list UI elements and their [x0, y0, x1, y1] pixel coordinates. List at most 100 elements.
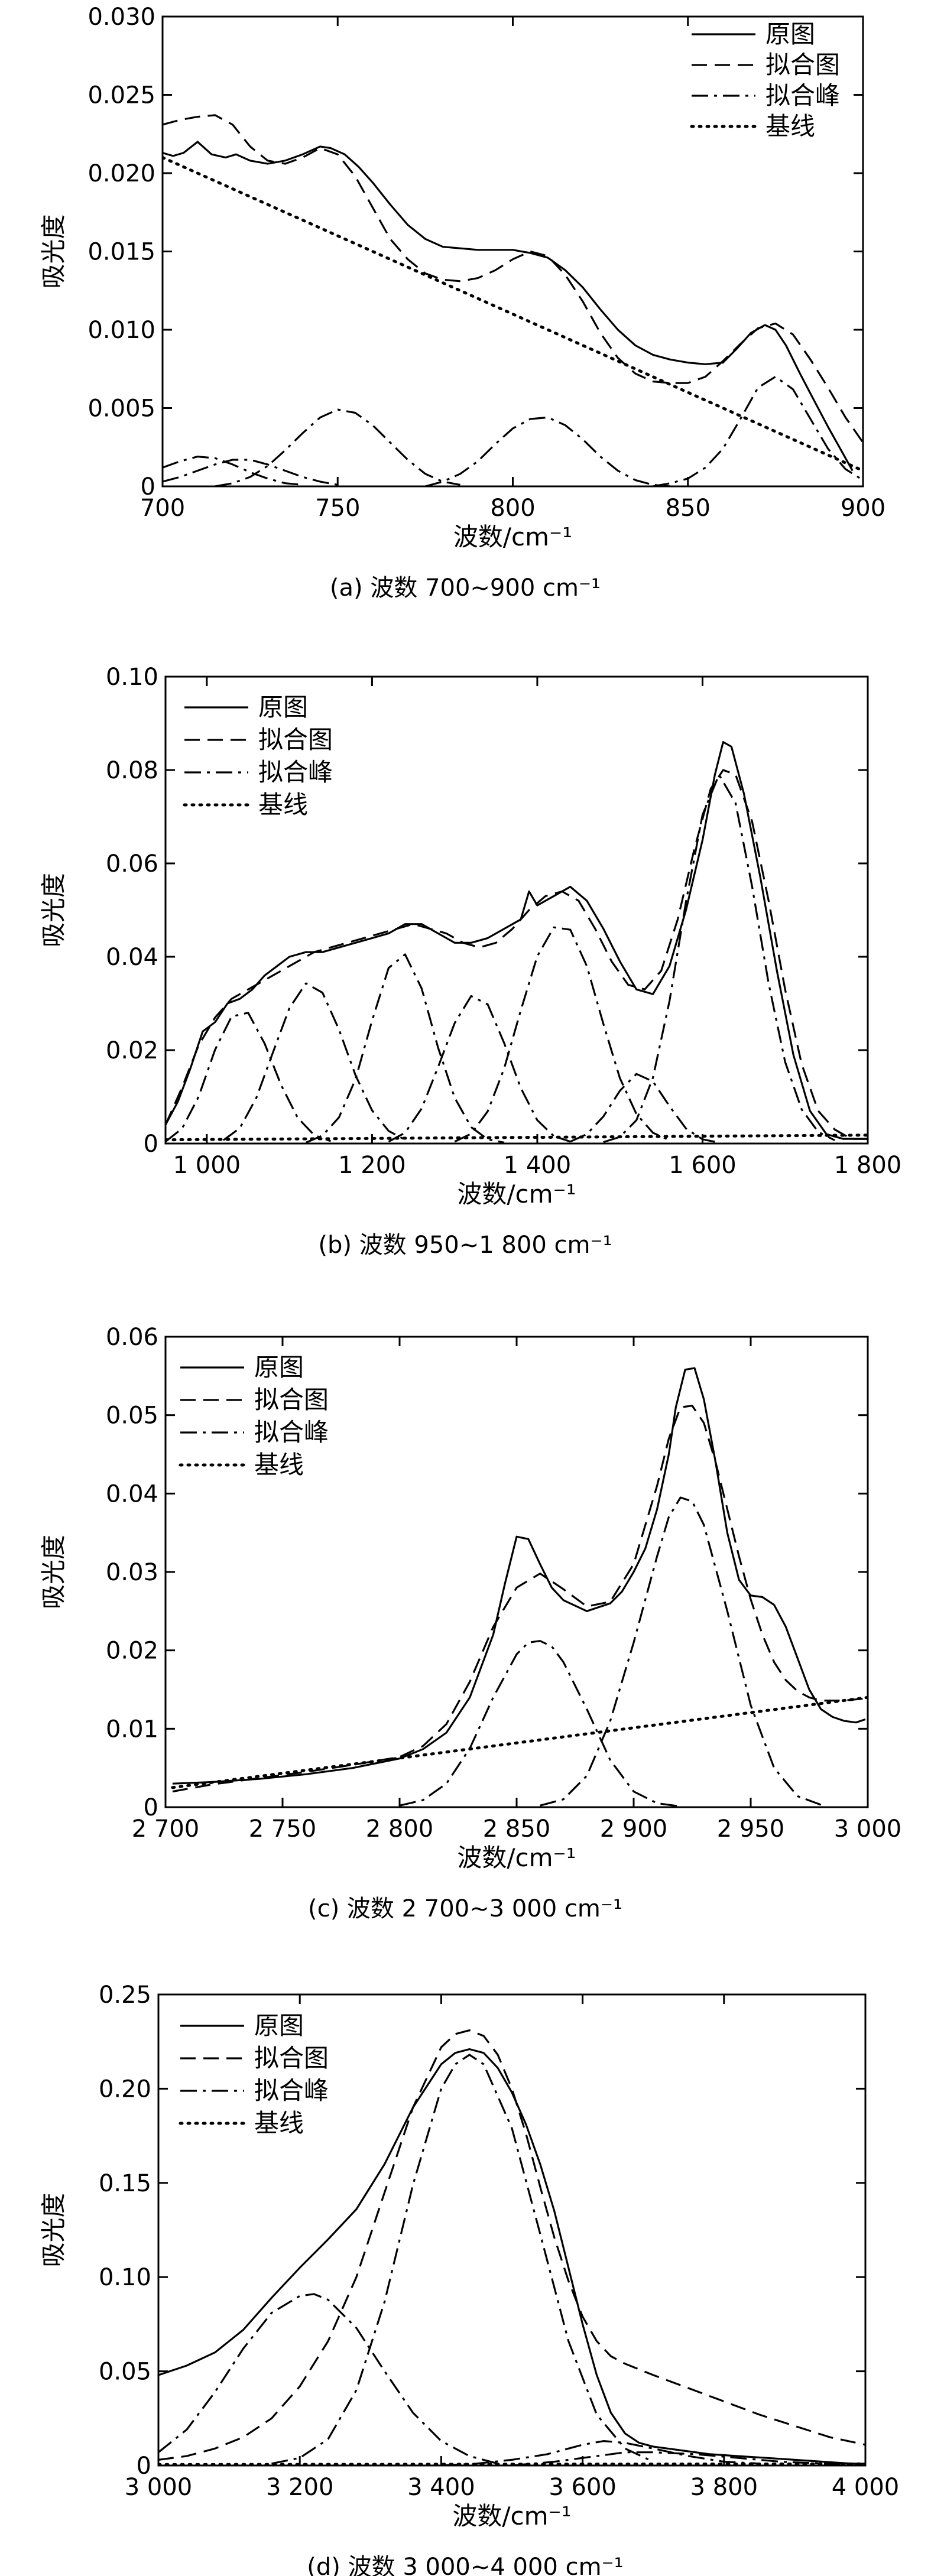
- series-group: [166, 740, 868, 1144]
- legend-label: 基线: [258, 790, 308, 819]
- x-tick-label: 1 800: [834, 1152, 902, 1179]
- figure-caption: (c) 波数 2 700~3 000 cm⁻¹: [308, 1895, 622, 1922]
- y-tick-label: 0: [141, 473, 155, 501]
- plot-frame: [157, 1993, 867, 2467]
- series-line-dashdot-4: [222, 982, 406, 1141]
- series-line-dashdot-8: [570, 1073, 719, 1144]
- y-tick-label: 0.02: [106, 1638, 158, 1665]
- series-line-dashdot-4: [271, 2054, 654, 2465]
- y-tick-label: 0.03: [106, 1559, 158, 1586]
- legend-label: 拟合峰: [254, 2076, 329, 2105]
- y-axis-title: 吸光度: [39, 1535, 68, 1609]
- x-tick-label: 2 700: [132, 1815, 200, 1843]
- y-tick-label: 0.030: [87, 4, 155, 31]
- x-tick-label: 800: [490, 495, 535, 522]
- legend-label: 拟合图: [765, 50, 840, 79]
- y-tick-label: 0.06: [106, 1324, 158, 1351]
- y-tick-label: 0.005: [87, 395, 155, 423]
- figure-caption: (b) 波数 950~1 800 cm⁻¹: [318, 1232, 612, 1259]
- x-axis-title: 波数/cm⁻¹: [452, 2502, 571, 2530]
- series-line-dashdot-6: [388, 995, 571, 1143]
- x-tick-label: 3 400: [407, 2474, 475, 2501]
- chart-panel-4: 3 000 3 200 3 400 3 600 3 800 4 000 0 0.05 0.10 0…: [39, 1981, 899, 2576]
- y-tick-label: 0.05: [99, 2359, 151, 2386]
- y-tick-label: 0.20: [99, 2075, 151, 2103]
- series-line-dash-2: [166, 769, 868, 1140]
- legend-label: 原图: [254, 2011, 304, 2040]
- y-tick-label: 0.04: [106, 1480, 158, 1508]
- figure-caption: (d) 波数 3 000~4 000 cm⁻¹: [307, 2554, 623, 2576]
- series-line-dashdot-6: [424, 416, 671, 486]
- legend-label: 拟合峰: [765, 81, 840, 110]
- series-line-solid-1: [163, 141, 854, 472]
- x-tick-label: 1 600: [669, 1152, 737, 1179]
- x-tick-label: 3 800: [690, 2474, 758, 2501]
- legend-label: 拟合峰: [258, 758, 333, 787]
- chart-panel-3: 2 700 2 750 2 800 2 850 2 900 2 950 3 000 0 0.01…: [39, 1324, 901, 1922]
- legend-label: 原图: [258, 693, 308, 722]
- legend-label: 基线: [765, 112, 815, 141]
- y-tick-label: 0.06: [106, 850, 158, 878]
- y-tick-label: 0: [144, 1131, 158, 1158]
- x-tick-label: 2 800: [366, 1815, 434, 1843]
- series-line-dashdot-7: [454, 926, 670, 1143]
- legend-label: 原图: [254, 1353, 304, 1382]
- legend-label: 基线: [254, 1450, 304, 1479]
- series-line-dot-8: [163, 156, 863, 472]
- legend-label: 拟合图: [254, 2044, 329, 2073]
- series-line-dashdot-4: [163, 459, 338, 486]
- x-tick-label: 2 900: [600, 1815, 668, 1843]
- series-line-dashdot-3: [166, 1012, 332, 1143]
- legend-label: 拟合图: [258, 725, 333, 754]
- legend-label: 基线: [254, 2109, 304, 2138]
- x-tick-label: 850: [666, 495, 711, 522]
- x-tick-label: 3 000: [125, 2474, 193, 2501]
- x-tick-label: 2 750: [249, 1815, 317, 1843]
- x-tick-label: 900: [841, 495, 885, 522]
- y-axis-title: 吸光度: [39, 873, 68, 947]
- series-line-dashdot-5: [305, 953, 505, 1144]
- y-tick-label: 0.04: [106, 944, 158, 971]
- series-line-dashdot-3: [158, 2293, 498, 2465]
- x-tick-label: 1 200: [338, 1152, 406, 1179]
- y-tick-label: 0: [144, 1794, 158, 1821]
- y-tick-label: 0.25: [99, 1981, 151, 2009]
- series-line-dashdot-6: [511, 2451, 865, 2465]
- x-axis-title: 波数/cm⁻¹: [457, 1843, 576, 1872]
- series-group: [171, 1367, 868, 1807]
- x-tick-label: 2 950: [717, 1815, 785, 1843]
- plot-frame: [161, 15, 864, 488]
- x-tick-label: 1 000: [173, 1152, 241, 1179]
- y-tick-label: 0.08: [106, 757, 158, 784]
- y-tick-label: 0.010: [87, 317, 155, 344]
- series-group: [158, 2029, 865, 2465]
- x-tick-label: 3 200: [266, 2474, 334, 2501]
- series-line-dashdot-5: [215, 408, 460, 486]
- y-tick-label: 0.01: [106, 1716, 158, 1743]
- chart-panel-1: 700 750 800 850 900 0 0.005 0.010 0.015 0.020 0.02…: [39, 4, 885, 602]
- series-line-dashdot-5: [441, 2440, 760, 2465]
- series-line-dot-5: [171, 1695, 868, 1789]
- series-line-dashdot-9: [603, 774, 835, 1144]
- x-tick-label: 3 600: [549, 2474, 617, 2501]
- y-axis-title: 吸光度: [39, 214, 68, 288]
- series-line-dashdot-3: [399, 1640, 681, 1807]
- series-line-dash-2: [172, 1405, 868, 1793]
- y-tick-label: 0.15: [99, 2170, 151, 2197]
- series-line-solid-1: [158, 2048, 865, 2465]
- y-tick-label: 0.020: [87, 160, 155, 187]
- x-tick-label: 750: [315, 495, 360, 522]
- series-line-dash-2: [158, 2029, 865, 2461]
- series-line-dot-10: [166, 1133, 868, 1142]
- x-axis-title: 波数/cm⁻¹: [457, 1180, 576, 1209]
- series-line-solid-1: [172, 1367, 866, 1785]
- x-axis-title: 波数/cm⁻¹: [453, 522, 572, 551]
- y-tick-label: 0.10: [99, 2264, 151, 2291]
- legend-label: 拟合峰: [254, 1418, 329, 1447]
- x-tick-label: 700: [140, 495, 185, 522]
- series-group: [163, 114, 863, 486]
